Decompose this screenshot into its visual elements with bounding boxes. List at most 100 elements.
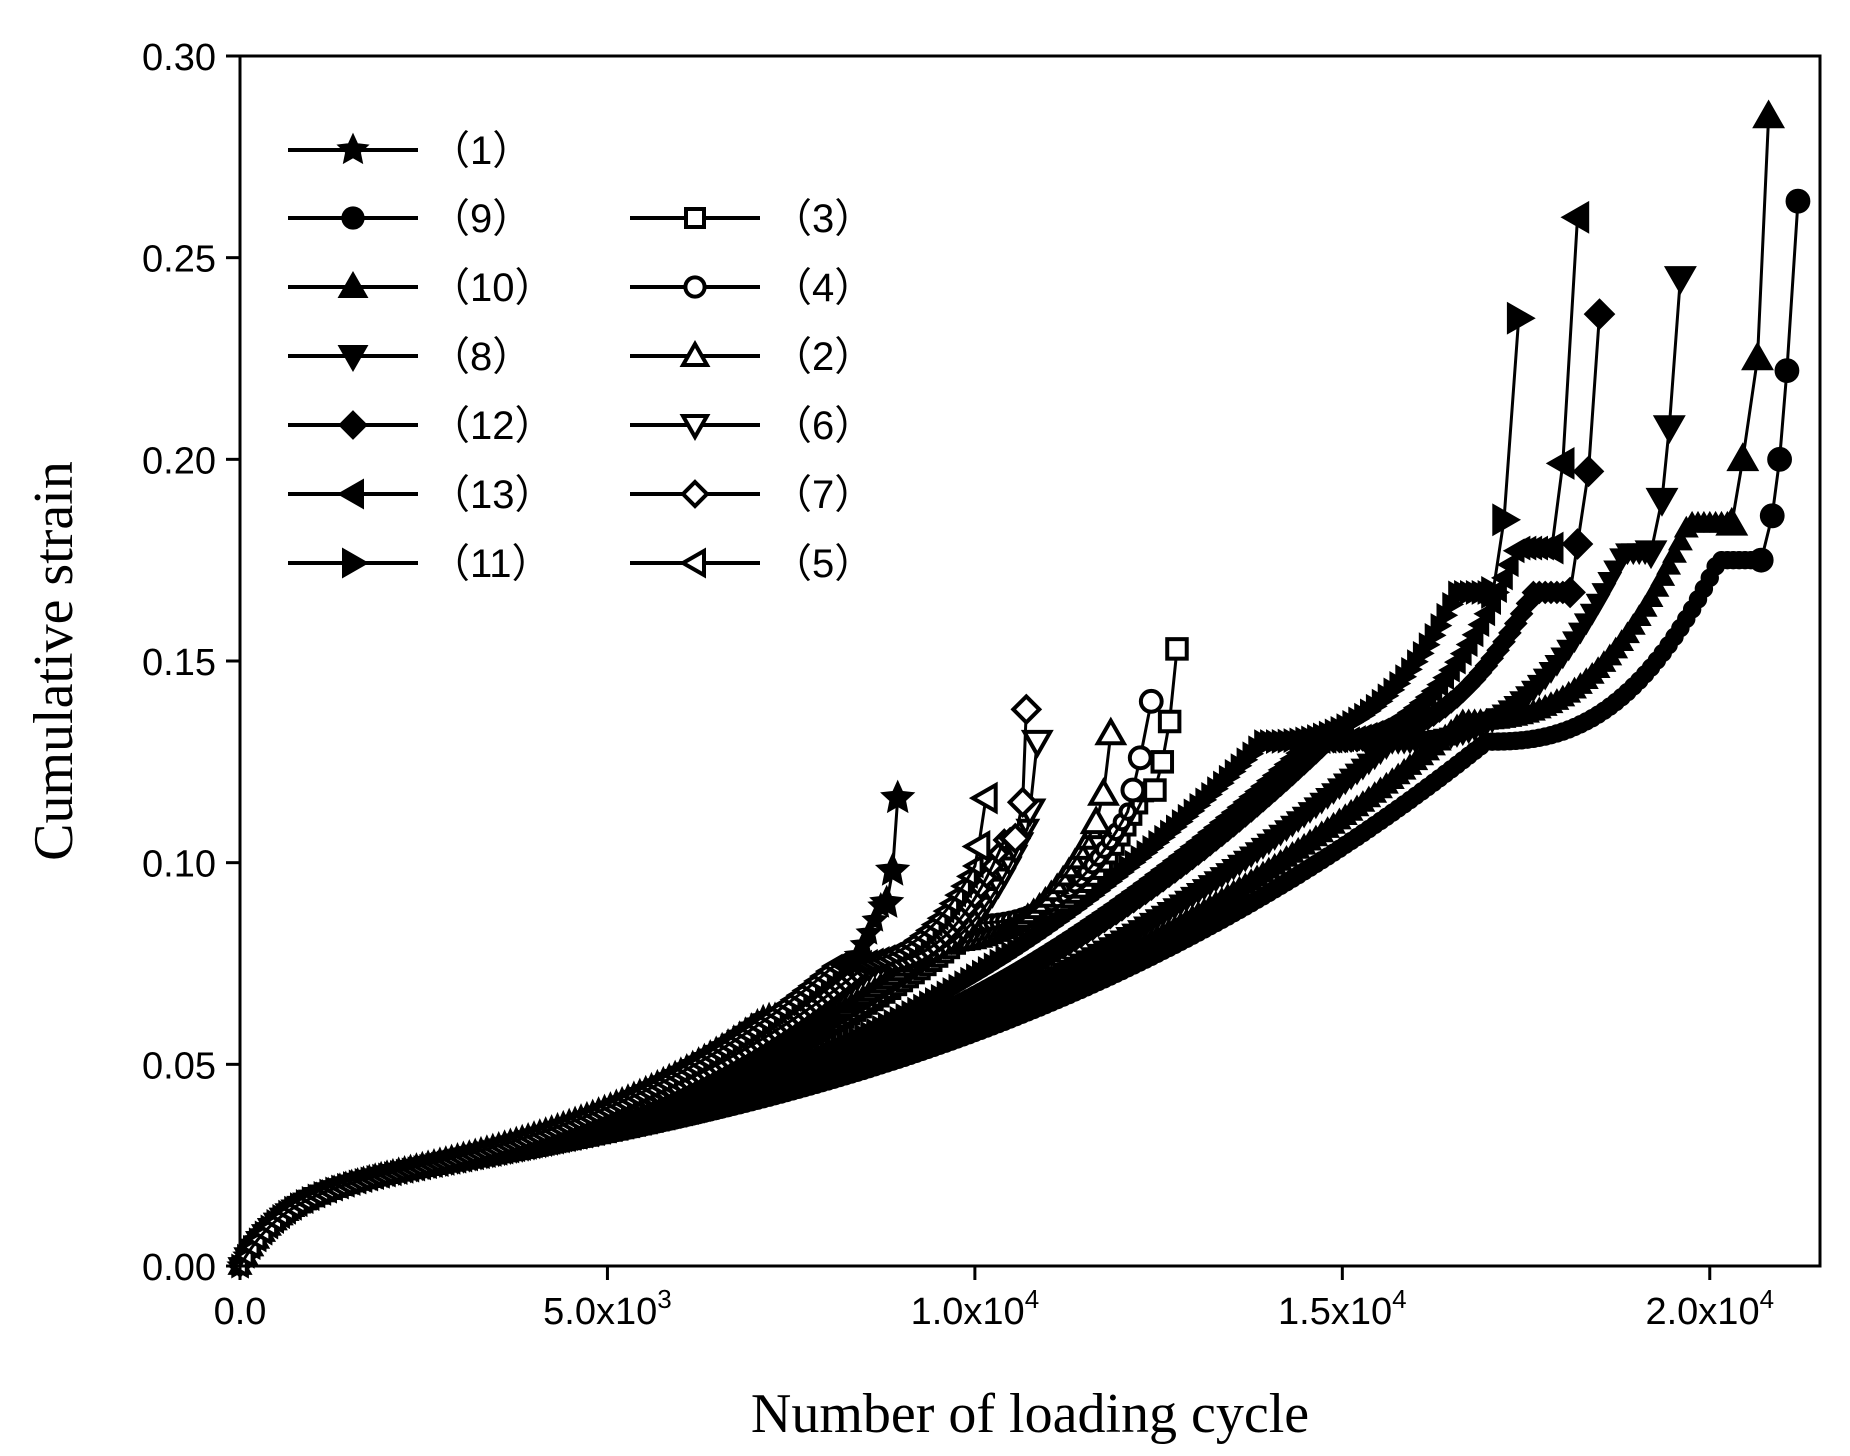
data-point <box>1759 503 1785 529</box>
data-point <box>1652 415 1686 445</box>
y-tick-label: 0.05 <box>142 1045 216 1087</box>
data-point <box>1645 487 1679 517</box>
legend-entry: （5） <box>630 542 874 586</box>
data-point <box>999 822 1032 855</box>
legend-label: （6） <box>772 404 874 448</box>
legend-label: （4） <box>772 266 874 310</box>
legend-entry: （4） <box>630 266 874 310</box>
data-point <box>1094 716 1128 746</box>
data-point <box>1020 729 1054 759</box>
legend-entry: （6） <box>630 404 874 448</box>
legend-marker <box>342 547 370 579</box>
data-point <box>1087 777 1120 806</box>
legend-marker <box>337 345 369 373</box>
y-tick-label: 0.00 <box>142 1247 216 1289</box>
data-point <box>1560 200 1590 234</box>
legend-marker <box>336 132 370 165</box>
data-point <box>1748 547 1774 573</box>
legend-marker <box>684 207 706 229</box>
data-point <box>1774 358 1800 384</box>
legend-entry: （11） <box>288 542 552 586</box>
x-axis: 0.0 5.0x103 1.0x104 1.5x104 2.0x104 <box>214 1266 1774 1333</box>
legend-entry: （7） <box>630 473 874 517</box>
x-tick-label: 0.0 <box>214 1291 267 1333</box>
y-tick-label: 0.25 <box>142 239 216 281</box>
data-point <box>1010 693 1043 726</box>
data-point <box>1741 341 1774 371</box>
data-point <box>968 781 998 815</box>
legend-label: （3） <box>772 197 874 241</box>
legend-entry: （8） <box>288 335 532 379</box>
data-point <box>1079 805 1113 835</box>
data-point <box>1572 455 1605 488</box>
y-tick-label: 0.20 <box>142 440 216 482</box>
data-series-group <box>226 99 1811 1280</box>
data-point <box>1120 777 1146 803</box>
legend-marker <box>338 410 368 440</box>
data-point <box>1663 266 1697 295</box>
data-point <box>1554 576 1586 609</box>
legend-entry: （9） <box>288 197 532 241</box>
legend-marker <box>679 414 711 442</box>
legend-entry: （13） <box>288 473 555 517</box>
x-axis-title: Number of loading cycle <box>751 1383 1309 1445</box>
series-line <box>238 797 988 1267</box>
data-point <box>869 884 905 918</box>
y-tick-label: 0.15 <box>142 642 216 684</box>
data-point <box>1506 301 1536 335</box>
y-axis-title: Cumulative strain <box>23 461 85 861</box>
data-point <box>1726 442 1760 472</box>
data-point <box>961 830 991 863</box>
x-tick-label: 5.0x103 <box>543 1284 672 1333</box>
legend-marker <box>679 339 711 367</box>
x-tick-label: 2.0x104 <box>1645 1284 1774 1333</box>
legend-label: （5） <box>772 542 874 586</box>
legend-marker <box>337 270 369 298</box>
legend-label: （8） <box>430 335 532 379</box>
data-point <box>1561 528 1594 560</box>
legend-label: （11） <box>430 542 552 586</box>
data-point <box>1785 188 1811 214</box>
legend-label: （10） <box>430 266 555 310</box>
data-point <box>1127 745 1153 771</box>
data-point <box>1534 531 1564 565</box>
legend: （1） （9） （10） （8） （12） （13） （11） （3） （4） （2） （6） （7）… <box>288 129 874 586</box>
data-point <box>874 852 911 886</box>
legend-label: （1） <box>430 129 532 173</box>
data-point <box>1006 786 1039 819</box>
legend-label: （12） <box>430 404 555 448</box>
legend-marker <box>683 275 707 299</box>
legend-marker <box>678 547 706 579</box>
legend-label: （2） <box>772 335 874 379</box>
data-point <box>1715 506 1749 536</box>
data-point <box>1634 540 1668 570</box>
data-point <box>1545 446 1575 480</box>
legend-marker <box>680 479 710 509</box>
x-tick-label: 1.0x104 <box>911 1284 1040 1333</box>
data-point <box>1752 99 1786 129</box>
legend-label: （9） <box>430 197 532 241</box>
data-point <box>1157 709 1182 734</box>
data-point <box>1767 446 1792 472</box>
legend-label: （7） <box>772 473 874 517</box>
data-point <box>1583 298 1616 330</box>
data-point <box>1150 750 1175 774</box>
data-point <box>1138 688 1164 714</box>
legend-entry: （1） <box>288 129 532 173</box>
y-tick-label: 0.10 <box>142 844 216 886</box>
legend-entry: （3） <box>630 197 874 241</box>
legend-entry: （10） <box>288 266 555 310</box>
y-tick-label: 0.30 <box>142 37 216 79</box>
legend-entry: （2） <box>630 335 874 379</box>
y-axis: 0.00 0.05 0.10 0.15 0.20 0.25 0.30 <box>142 37 240 1289</box>
series-5 <box>226 781 998 1279</box>
data-point <box>1492 503 1522 537</box>
legend-label: （13） <box>430 473 555 517</box>
data-point <box>880 779 916 814</box>
legend-marker <box>341 206 365 230</box>
x-tick-label: 1.5x104 <box>1278 1284 1407 1333</box>
data-point <box>1165 637 1189 661</box>
legend-entry: （12） <box>288 404 555 448</box>
data-point <box>1143 778 1167 802</box>
